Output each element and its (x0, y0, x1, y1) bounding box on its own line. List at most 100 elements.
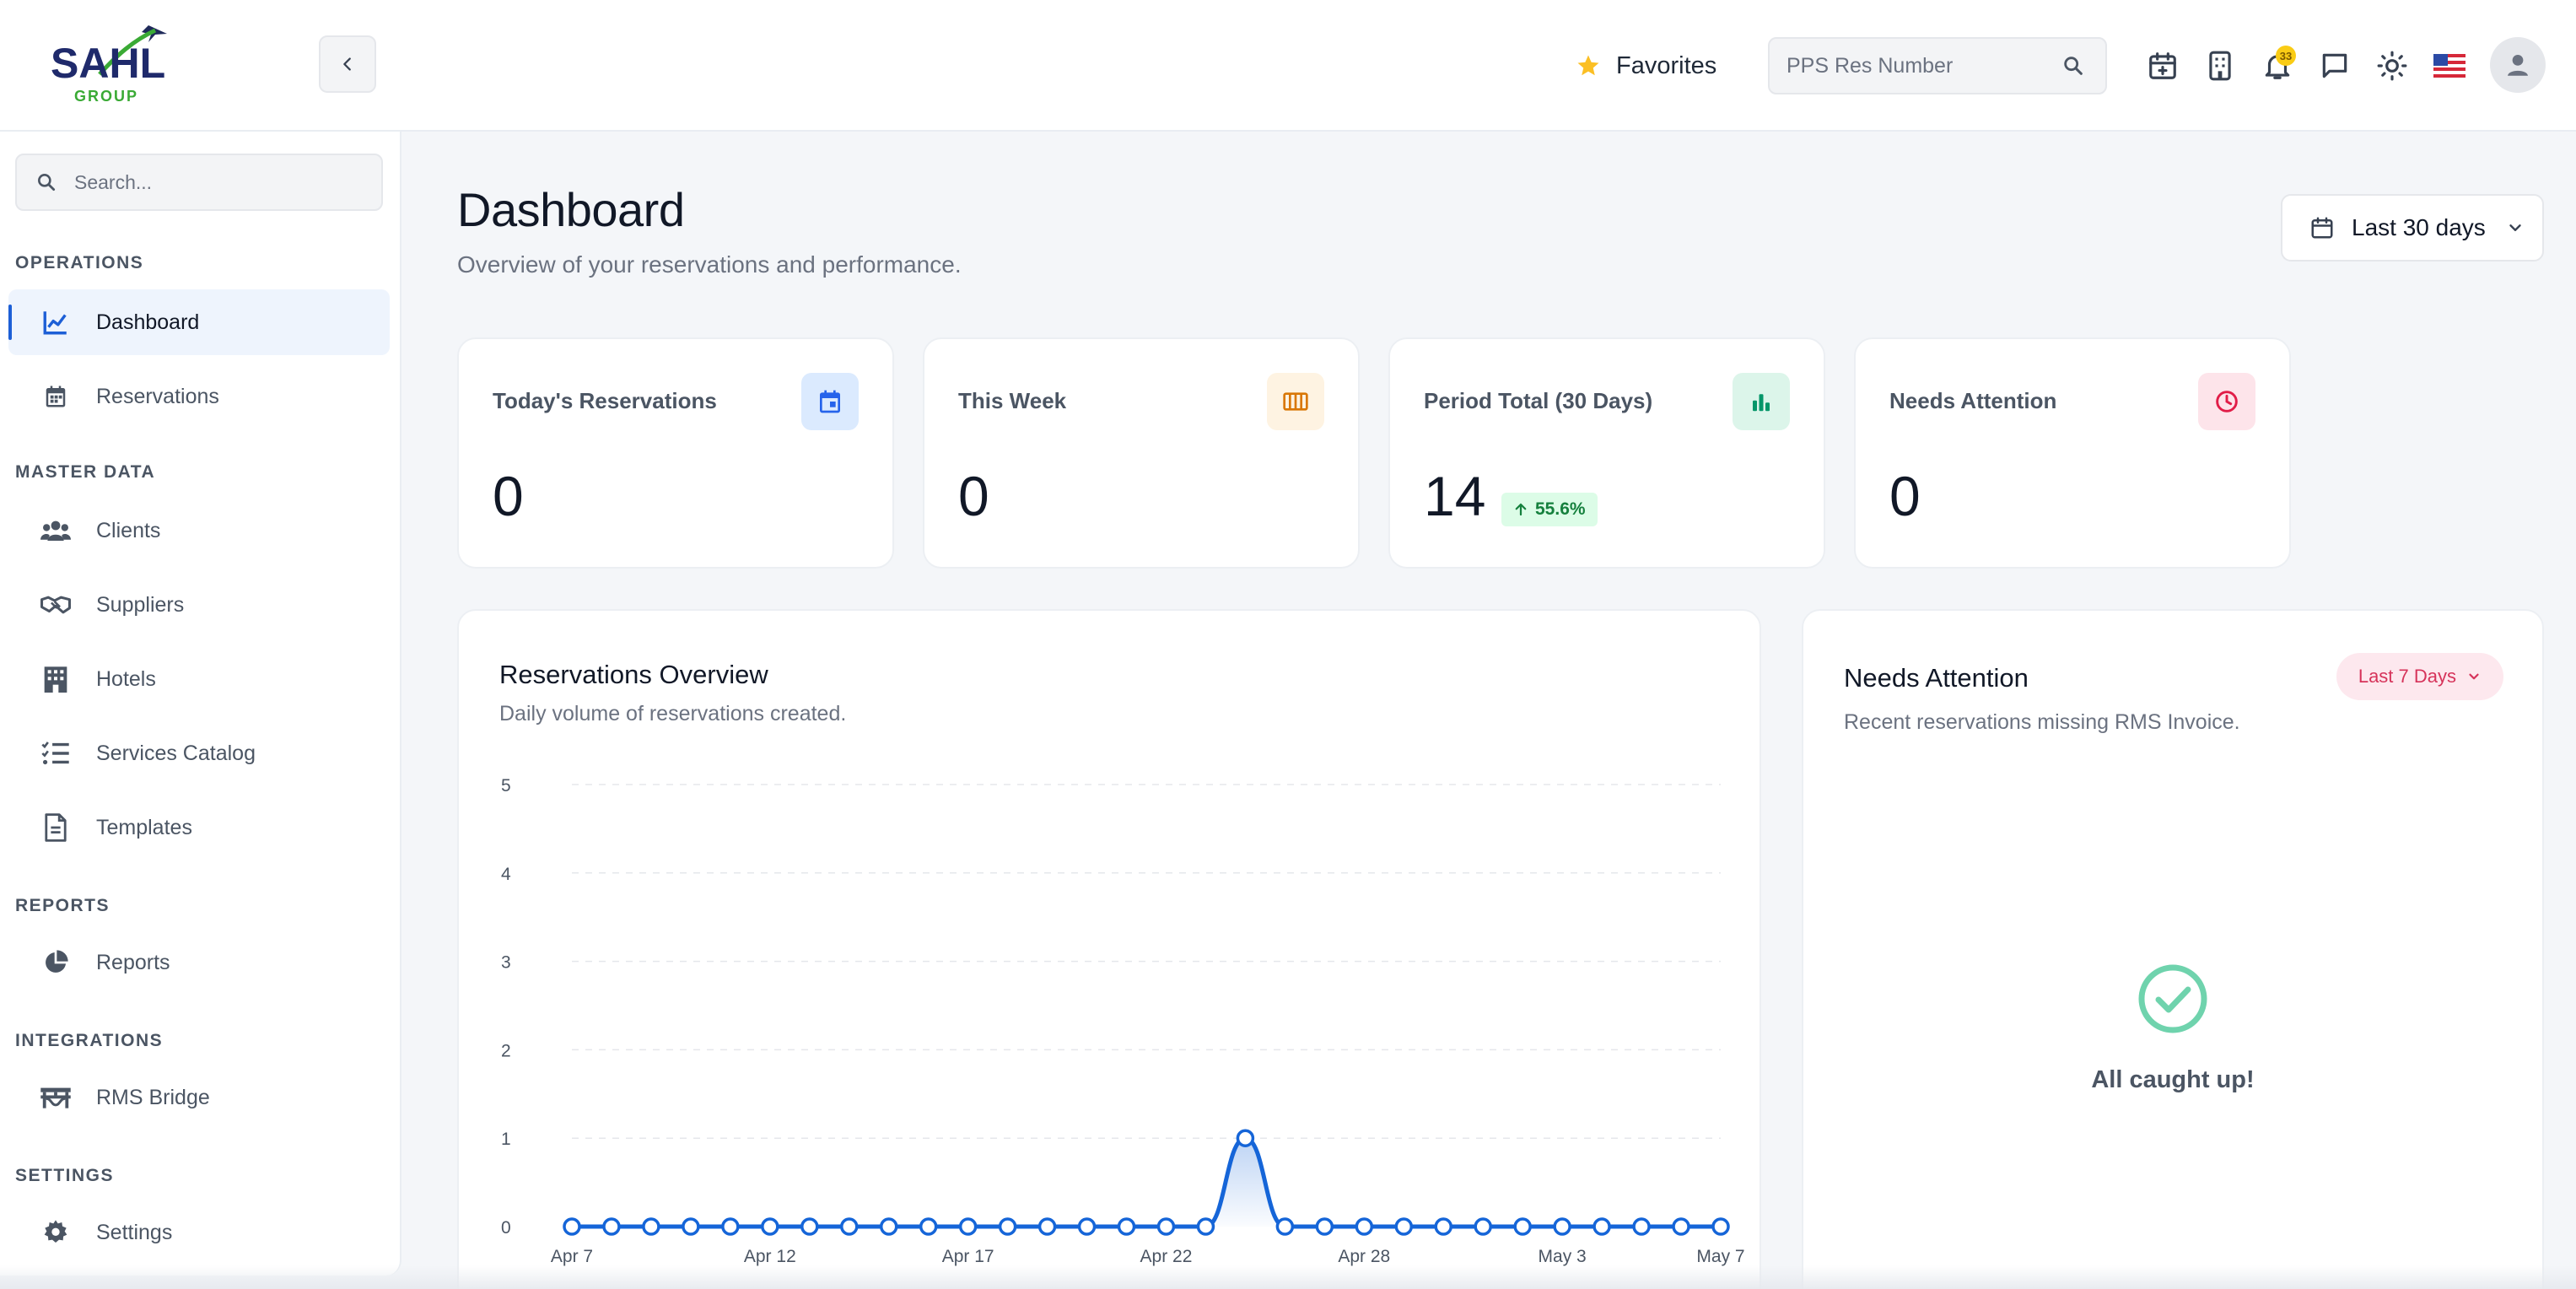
calendar-icon (2311, 217, 2333, 239)
section-operations: OPERATIONS (15, 253, 144, 272)
data-point[interactable] (1632, 1217, 1651, 1236)
data-point[interactable] (1394, 1217, 1414, 1236)
data-point[interactable] (682, 1217, 700, 1236)
y-tick-label: 5 (501, 776, 511, 796)
sidebar-collapse-button[interactable] (319, 35, 376, 93)
data-point[interactable] (602, 1217, 621, 1236)
data-point[interactable] (1196, 1217, 1215, 1236)
sidebar-item-templates[interactable]: Templates (8, 795, 390, 860)
search-icon[interactable] (2061, 54, 2085, 78)
data-point[interactable] (1117, 1217, 1136, 1236)
data-point[interactable] (1711, 1217, 1730, 1236)
data-point[interactable] (1275, 1217, 1295, 1236)
stat-card-period-total[interactable]: Period Total (30 Days) 14 55.6% (1388, 337, 1825, 569)
attention-range-filter[interactable]: Last 7 Days (2336, 653, 2503, 700)
data-point[interactable] (1672, 1217, 1690, 1236)
data-point[interactable] (958, 1217, 978, 1236)
data-point[interactable] (840, 1217, 859, 1236)
data-point[interactable] (1077, 1217, 1097, 1236)
messages-button[interactable] (2315, 46, 2355, 86)
data-point[interactable] (761, 1217, 779, 1236)
data-point[interactable] (1355, 1217, 1374, 1236)
stat-label: Today's Reservations (493, 388, 717, 413)
data-point[interactable] (642, 1217, 660, 1236)
pps-res-search[interactable] (1768, 37, 2107, 94)
sidebar-item-label: Dashboard (96, 310, 200, 334)
data-point[interactable] (563, 1217, 581, 1236)
sahl-group-logo[interactable]: SAHL GROUP (49, 22, 175, 106)
data-point[interactable] (919, 1217, 938, 1236)
data-point[interactable] (1553, 1217, 1571, 1236)
panel-subtitle: Recent reservations missing RMS Invoice. (1844, 710, 2240, 734)
gear-icon (39, 1216, 73, 1249)
sidebar-item-label: Reports (96, 950, 170, 974)
clock-icon (2198, 373, 2255, 430)
attention-range-label: Last 7 Days (2358, 666, 2456, 687)
user-avatar-button[interactable] (2490, 37, 2546, 93)
pps-res-number-input[interactable] (1786, 53, 2061, 78)
data-point[interactable] (879, 1217, 898, 1236)
stat-card-today[interactable]: Today's Reservations 0 (457, 337, 894, 569)
sidebar-item-label: Templates (96, 815, 192, 839)
sidebar-item-clients[interactable]: Clients (8, 498, 390, 564)
hotel-icon (39, 662, 73, 696)
stat-label: This Week (958, 388, 1067, 413)
line-chart-icon (39, 305, 73, 339)
data-point[interactable] (1315, 1217, 1334, 1236)
calendar-add-icon (2149, 52, 2176, 79)
sidebar-item-reservations[interactable]: Reservations (8, 364, 390, 429)
users-icon (39, 514, 73, 547)
stat-value: 0 (1889, 465, 1921, 527)
favorites-label: Favorites (1616, 51, 1717, 79)
data-point[interactable] (1434, 1217, 1452, 1236)
stat-value: 0 (493, 465, 524, 527)
sidebar-search[interactable] (15, 154, 383, 211)
page-subtitle: Overview of your reservations and perfor… (457, 251, 962, 278)
data-point[interactable] (1156, 1217, 1176, 1236)
data-point[interactable] (1236, 1129, 1255, 1147)
sidebar-item-dashboard[interactable]: Dashboard (8, 289, 390, 355)
chevron-down-icon (2469, 673, 2479, 680)
pie-chart-icon (39, 946, 73, 979)
sidebar-item-hotels[interactable]: Hotels (8, 646, 390, 712)
sidebar-item-services-catalog[interactable]: Services Catalog (8, 720, 390, 786)
sidebar: OPERATIONS Dashboard Reservations MASTER… (0, 132, 401, 1276)
handshake-icon (39, 588, 73, 622)
page-title: Dashboard (457, 183, 685, 236)
data-point[interactable] (721, 1217, 740, 1236)
stat-card-this-week[interactable]: This Week 0 (923, 337, 1360, 569)
us-flag-icon (2433, 54, 2466, 78)
sidebar-item-reports[interactable]: Reports (8, 930, 390, 995)
bar-chart-icon (1733, 373, 1790, 430)
favorites-button[interactable]: Favorites (1576, 47, 1716, 84)
data-point[interactable] (998, 1217, 1017, 1236)
arrow-up-icon (1515, 503, 1527, 516)
language-selector[interactable] (2429, 46, 2470, 86)
reservations-chart[interactable]: 0 1 2 3 4 5 Apr 7 Apr 12 Apr 17 Apr 22 Apr 28 May 3… (459, 611, 1763, 1289)
new-reservation-button[interactable] (2142, 46, 2183, 86)
sidebar-item-rms-bridge[interactable]: RMS Bridge (8, 1065, 390, 1130)
chevron-left-icon (343, 57, 351, 71)
trend-value: 55.6% (1535, 499, 1586, 519)
data-point[interactable] (1037, 1217, 1057, 1236)
data-point[interactable] (1592, 1217, 1611, 1236)
notifications-button[interactable]: 33 (2257, 46, 2298, 86)
sidebar-item-suppliers[interactable]: Suppliers (8, 572, 390, 638)
data-point[interactable] (1474, 1217, 1492, 1236)
search-icon (38, 174, 56, 191)
stat-label: Period Total (30 Days) (1424, 388, 1653, 413)
x-tick-label: Apr 28 (1338, 1247, 1390, 1266)
hotels-shortcut-button[interactable] (2200, 46, 2240, 86)
sidebar-item-settings[interactable]: Settings (8, 1200, 390, 1265)
theme-toggle-button[interactable] (2372, 46, 2412, 86)
series-line (572, 1135, 1721, 1229)
data-point[interactable] (1513, 1217, 1532, 1236)
sidebar-search-input[interactable] (74, 170, 381, 194)
chevron-down-icon (2509, 224, 2521, 231)
data-point[interactable] (800, 1217, 819, 1236)
sidebar-item-label: RMS Bridge (96, 1085, 210, 1109)
date-range-selector[interactable]: Last 30 days (2281, 194, 2544, 262)
stat-card-needs-attention[interactable]: Needs Attention 0 (1854, 337, 2291, 569)
y-tick-label: 2 (501, 1041, 511, 1060)
stat-value: 14 (1424, 465, 1486, 527)
